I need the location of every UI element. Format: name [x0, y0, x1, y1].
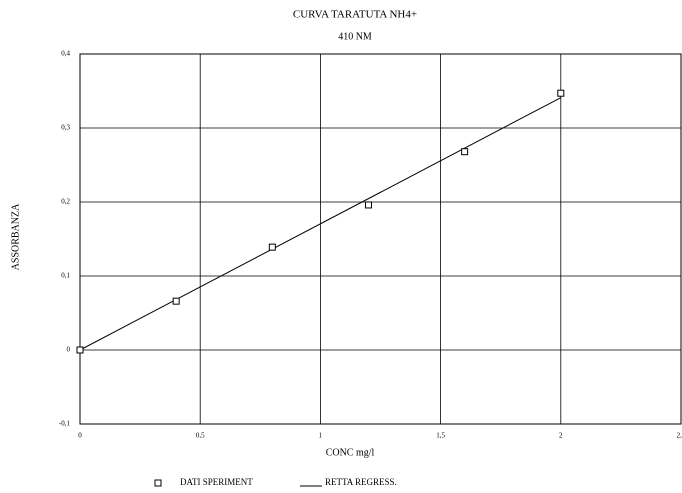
y-tick-label: 0: [67, 346, 71, 354]
data-point: [76, 346, 84, 354]
chart-title: CURVA TARATUTA NH4+: [293, 9, 417, 21]
y-axis-label: ASSORBANZA: [10, 203, 21, 270]
x-tick-label: 0,5: [196, 432, 205, 440]
y-tick-label: -0,1: [59, 420, 71, 428]
data-point: [364, 201, 372, 209]
x-axis-label: CONC mg/l: [326, 447, 375, 458]
y-tick-label: 0,2: [61, 198, 70, 206]
y-tick-label: 0,1: [61, 272, 70, 280]
data-point: [172, 297, 180, 305]
data-point: [557, 89, 565, 97]
y-tick-label: 0,4: [61, 50, 70, 58]
x-tick-label: 0: [78, 432, 82, 440]
chart-subtitle: 410 NM: [338, 31, 372, 42]
data-point: [268, 243, 276, 251]
x-tick-label: 2,5: [677, 432, 682, 440]
x-tick-label: 1: [319, 432, 323, 440]
plot-area: [79, 53, 682, 425]
x-tick-label: 2: [559, 432, 563, 440]
data-point: [461, 148, 469, 156]
legend-label: RETTA REGRESS.: [325, 477, 397, 487]
regression-line: [79, 97, 562, 351]
x-tick-label: 1,5: [436, 432, 445, 440]
y-tick-label: 0,3: [61, 124, 70, 132]
legend-marker: [154, 479, 162, 487]
legend-label: DATI SPERIMENT: [180, 477, 253, 487]
